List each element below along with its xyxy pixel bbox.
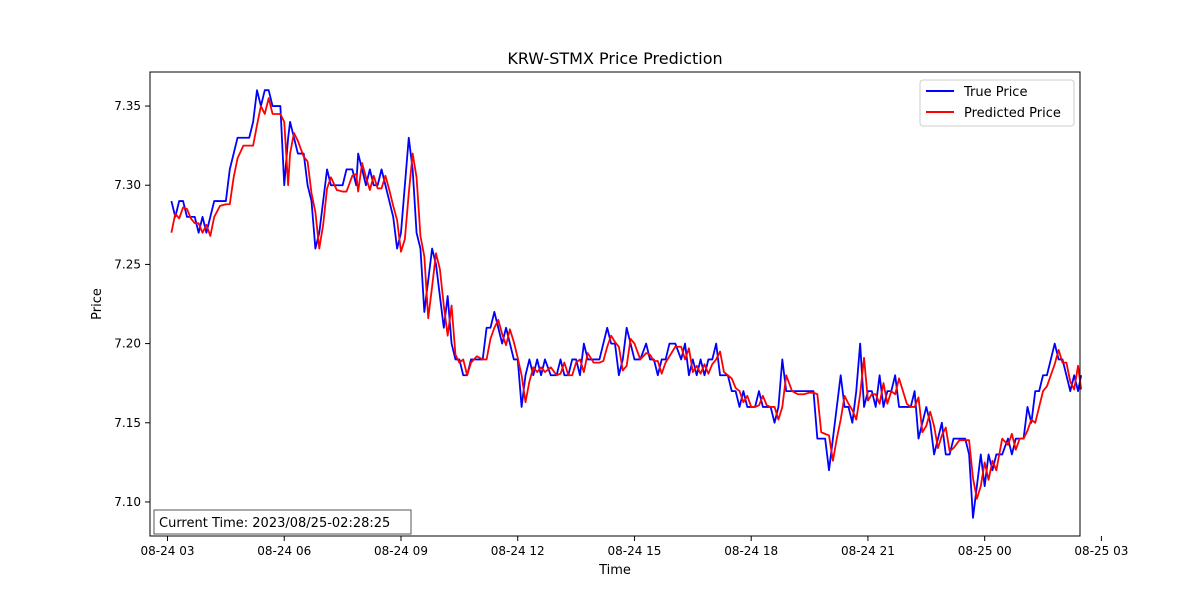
- y-tick-label: 7.30: [114, 178, 141, 192]
- legend: True Price Predicted Price: [919, 79, 1075, 127]
- x-tick-label: 08-25 03: [1074, 544, 1128, 558]
- legend-label-true-price: True Price: [963, 85, 1027, 100]
- series-line-true-price: [170, 89, 1083, 519]
- y-tick-label: 7.25: [114, 257, 141, 271]
- y-tick-label: 7.35: [114, 99, 141, 113]
- x-axis-label: Time: [598, 563, 631, 578]
- x-tick-label: 08-24 09: [374, 544, 428, 558]
- x-tick-label: 08-24 12: [491, 544, 545, 558]
- y-tick-label: 7.10: [114, 495, 141, 509]
- annotation-text: Current Time: 2023/08/25-02:28:25: [159, 516, 390, 531]
- current-time-annotation: Current Time: 2023/08/25-02:28:25: [153, 509, 412, 535]
- y-tick-label: 7.15: [114, 416, 141, 430]
- x-axis: 08-24 03 08-24 06 08-24 09 08-24 12 08-24 15…: [141, 536, 1128, 558]
- x-tick-label: 08-24 21: [841, 544, 895, 558]
- x-tick-label: 08-24 15: [607, 544, 661, 558]
- x-tick-label: 08-24 03: [141, 544, 195, 558]
- series-group: [170, 89, 1083, 519]
- series-line-predicted-price: [170, 97, 1083, 500]
- legend-label-predicted-price: Predicted Price: [964, 106, 1061, 121]
- x-tick-label: 08-25 00: [958, 544, 1012, 558]
- y-axis-label: Price: [90, 288, 105, 320]
- y-tick-label: 7.20: [114, 337, 141, 351]
- x-tick-label: 08-24 06: [257, 544, 311, 558]
- x-tick-label: 08-24 18: [724, 544, 778, 558]
- annotation-box: [153, 509, 412, 535]
- y-axis: 7.10 7.15 7.20 7.25 7.30 7.35: [114, 99, 150, 509]
- plot-frame: [149, 71, 1081, 537]
- chart-title: KRW-STMX Price Prediction: [507, 49, 722, 68]
- legend-box: [919, 79, 1075, 127]
